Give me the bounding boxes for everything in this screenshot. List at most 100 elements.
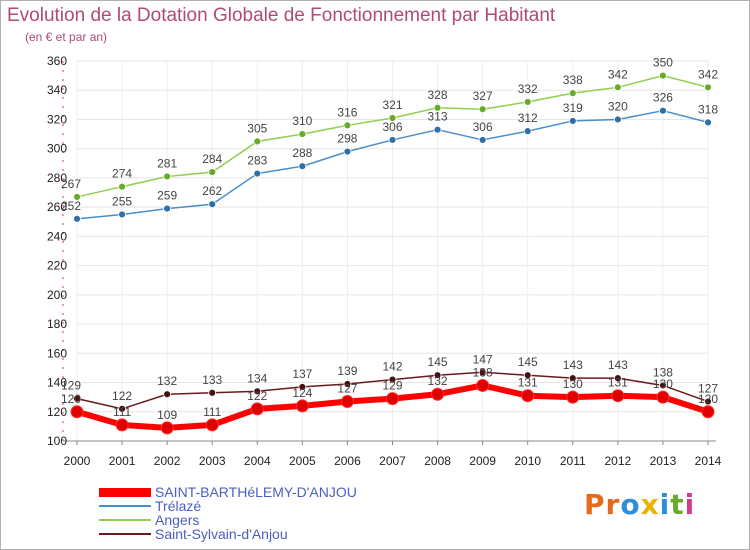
x-tick-label: 2000 xyxy=(64,454,91,468)
y-tick-label: 140 xyxy=(47,376,67,390)
data-point xyxy=(701,405,715,419)
data-label: 328 xyxy=(428,88,448,102)
legend-label: SAINT-BARTHéLEMY-D'ANJOU xyxy=(155,484,357,500)
data-point xyxy=(298,162,307,171)
data-label: 284 xyxy=(202,152,222,166)
data-label: 259 xyxy=(157,189,177,203)
data-label: 109 xyxy=(157,408,177,422)
data-point xyxy=(388,136,397,144)
logo-letter: i xyxy=(684,488,696,521)
data-point xyxy=(298,130,307,138)
data-point xyxy=(478,105,487,114)
data-point xyxy=(433,371,442,380)
data-point xyxy=(656,390,670,404)
legend-label: Trélazé xyxy=(155,498,202,514)
data-point xyxy=(521,389,535,403)
data-label: 138 xyxy=(473,365,493,379)
x-tick-label: 2006 xyxy=(334,454,361,468)
data-label: 274 xyxy=(112,167,132,181)
x-axis-tick-labels: 2000 2001 2002 2003 2004 2005 2006 2007 2008 2009… xyxy=(64,454,722,468)
logo-letter: r xyxy=(605,488,621,521)
x-tick-label: 2013 xyxy=(650,454,677,468)
data-label: 255 xyxy=(112,194,132,208)
logo-letter: P xyxy=(584,488,606,521)
data-label: 267 xyxy=(61,177,81,191)
data-point xyxy=(659,381,667,390)
data-label: 306 xyxy=(382,120,402,134)
data-label: 132 xyxy=(157,374,177,388)
data-label: 350 xyxy=(653,56,673,70)
legend-item: Saint-Sylvain-d'Anjou xyxy=(99,527,357,541)
data-point xyxy=(118,404,126,413)
data-label: 131 xyxy=(518,376,538,390)
data-point xyxy=(118,182,126,191)
data-point xyxy=(566,390,580,404)
data-label: 130 xyxy=(563,377,583,391)
data-label: 316 xyxy=(337,105,357,119)
y-tick-label: 300 xyxy=(47,142,67,156)
data-label: 134 xyxy=(247,371,267,385)
data-point xyxy=(476,378,490,392)
y-axis-tick-labels: 100 120 140 160 180 200 220 240 260 280 300 320 340 3… xyxy=(47,54,67,448)
data-label: 139 xyxy=(337,364,357,378)
data-label: 124 xyxy=(292,386,312,400)
data-point xyxy=(118,210,126,219)
x-tick-label: 2011 xyxy=(560,454,586,468)
x-tick-label: 2009 xyxy=(469,454,496,468)
x-tick-label: 2012 xyxy=(605,454,632,468)
data-point xyxy=(388,375,397,384)
axes xyxy=(62,61,716,445)
data-point xyxy=(115,418,129,432)
data-point xyxy=(295,399,309,413)
data-point xyxy=(386,392,399,406)
data-point xyxy=(205,418,219,432)
data-point xyxy=(523,98,532,106)
grid-lines xyxy=(76,60,709,442)
data-point xyxy=(73,193,81,201)
data-point xyxy=(478,136,487,144)
data-label: 332 xyxy=(518,82,538,96)
data-label: 145 xyxy=(428,355,448,369)
data-point xyxy=(163,390,172,399)
legend-label: Angers xyxy=(155,512,200,528)
data-label: 138 xyxy=(653,365,673,379)
logo-letter: o xyxy=(620,488,641,521)
logo-letter: i xyxy=(659,488,671,521)
data-label: 133 xyxy=(202,373,222,387)
x-tick-label: 2003 xyxy=(199,454,226,468)
logo-letter: t xyxy=(670,488,685,521)
data-point xyxy=(250,402,264,416)
data-point xyxy=(568,89,577,98)
chart-title: Evolution de la Dotation Globale de Fonc… xyxy=(7,5,556,26)
data-point xyxy=(704,397,712,406)
data-point xyxy=(568,117,577,125)
data-point xyxy=(73,214,81,223)
data-label: 342 xyxy=(608,67,628,81)
data-label: 319 xyxy=(563,101,583,115)
y-tick-label: 100 xyxy=(47,434,67,448)
data-label: 142 xyxy=(382,360,402,374)
legend-swatch xyxy=(99,533,151,535)
data-label: 130 xyxy=(653,377,673,391)
data-point xyxy=(433,103,442,112)
y-tick-label: 360 xyxy=(47,54,67,68)
data-point xyxy=(253,387,262,396)
x-tick-label: 2007 xyxy=(379,454,406,468)
data-point xyxy=(478,368,487,377)
legend-item: Angers xyxy=(99,513,357,527)
data-label: 127 xyxy=(337,382,357,396)
data-point xyxy=(659,71,667,80)
data-point xyxy=(208,168,217,176)
data-point xyxy=(659,106,667,115)
data-label: 111 xyxy=(203,405,222,419)
y-tick-label: 280 xyxy=(47,171,67,185)
data-point xyxy=(73,394,81,403)
data-label: 252 xyxy=(61,199,81,213)
data-label: 283 xyxy=(247,154,267,168)
data-label: 122 xyxy=(247,389,267,403)
data-point xyxy=(70,405,84,419)
data-label: 281 xyxy=(157,156,177,170)
data-point xyxy=(523,127,532,136)
data-point xyxy=(208,200,217,209)
